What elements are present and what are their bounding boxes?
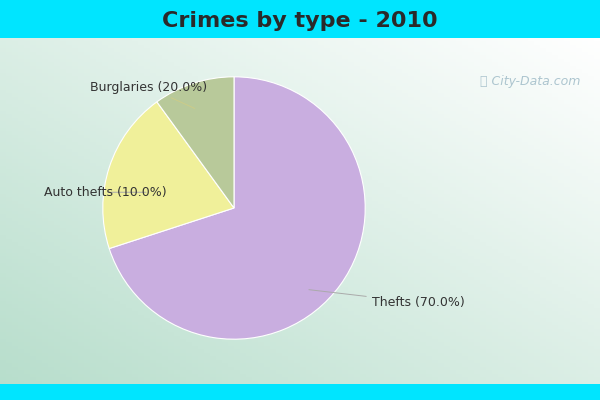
Text: Crimes by type - 2010: Crimes by type - 2010 [162,11,438,31]
Text: Thefts (70.0%): Thefts (70.0%) [309,290,464,309]
Text: Burglaries (20.0%): Burglaries (20.0%) [89,81,207,108]
Wedge shape [103,102,234,248]
Wedge shape [157,77,234,208]
Text: Auto thefts (10.0%): Auto thefts (10.0%) [44,186,166,199]
Text: ⓘ City-Data.com: ⓘ City-Data.com [481,76,581,88]
Wedge shape [109,77,365,339]
